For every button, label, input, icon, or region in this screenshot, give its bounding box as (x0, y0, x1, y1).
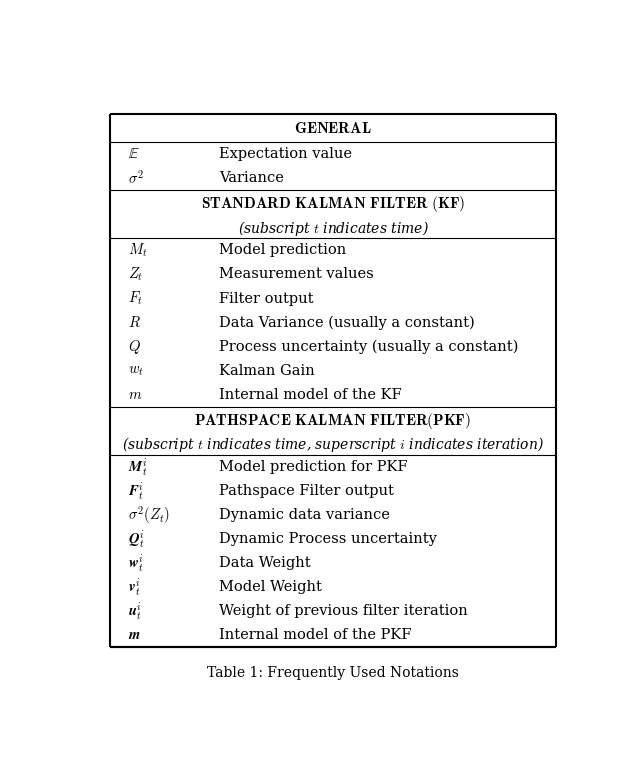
Text: $\boldsymbol{F}_t^i$: $\boldsymbol{F}_t^i$ (127, 480, 143, 502)
Text: Weight of previous filter iteration: Weight of previous filter iteration (219, 605, 468, 619)
Text: $w_t$: $w_t$ (127, 364, 143, 378)
Text: Internal model of the PKF: Internal model of the PKF (219, 629, 412, 643)
Text: $\boldsymbol{Q}_t^i$: $\boldsymbol{Q}_t^i$ (127, 528, 144, 550)
Text: $\sigma^2$: $\sigma^2$ (127, 170, 143, 187)
Text: Process uncertainty (usually a constant): Process uncertainty (usually a constant) (219, 339, 518, 354)
Text: Kalman Gain: Kalman Gain (219, 364, 315, 378)
Text: Pathspace Filter output: Pathspace Filter output (219, 484, 394, 498)
Text: (subscript $t$ indicates time, superscript $i$ indicates iteration): (subscript $t$ indicates time, superscri… (122, 435, 544, 454)
Text: $\boldsymbol{u}_t^i$: $\boldsymbol{u}_t^i$ (127, 601, 142, 622)
Text: Dynamic Process uncertainty: Dynamic Process uncertainty (219, 532, 437, 546)
Text: $Q$: $Q$ (127, 338, 141, 356)
Text: $\sigma^2(Z_t)$: $\sigma^2(Z_t)$ (127, 504, 170, 526)
Text: Data Weight: Data Weight (219, 556, 311, 570)
Text: Model Weight: Model Weight (219, 580, 322, 594)
Text: (subscript $t$ indicates time): (subscript $t$ indicates time) (237, 219, 428, 238)
Text: Expectation value: Expectation value (219, 147, 352, 161)
Text: $M_t$: $M_t$ (127, 242, 147, 259)
Text: Table 1: Frequently Used Notations: Table 1: Frequently Used Notations (207, 666, 459, 680)
Text: $\boldsymbol{m}$: $\boldsymbol{m}$ (127, 629, 140, 643)
Text: $\boldsymbol{v}_t^i$: $\boldsymbol{v}_t^i$ (127, 576, 140, 598)
Text: Filter output: Filter output (219, 292, 314, 306)
Text: Measurement values: Measurement values (219, 268, 374, 282)
Text: $\mathbf{STANDARD\ KALMAN\ FILTER\ \mathbf{(}KF\mathbf{)}}$: $\mathbf{STANDARD\ KALMAN\ FILTER\ \math… (201, 194, 465, 214)
Text: $R$: $R$ (127, 315, 141, 330)
Text: $m$: $m$ (127, 387, 142, 401)
Text: $\mathbf{PATHSPACE\ KALMAN\ FILTER\mathbf{(}PKF\mathbf{)}}$: $\mathbf{PATHSPACE\ KALMAN\ FILTER\mathb… (195, 411, 472, 431)
Text: Model prediction for PKF: Model prediction for PKF (219, 460, 408, 474)
Text: Internal model of the KF: Internal model of the KF (219, 387, 402, 401)
Text: $\boldsymbol{w}_t^i$: $\boldsymbol{w}_t^i$ (127, 552, 143, 574)
Text: $\mathbf{GENERAL}$: $\mathbf{GENERAL}$ (294, 121, 372, 135)
Text: Data Variance (usually a constant): Data Variance (usually a constant) (219, 315, 475, 330)
Text: $Z_t$: $Z_t$ (127, 266, 143, 283)
Text: Variance: Variance (219, 171, 284, 185)
Text: $\mathbb{E}$: $\mathbb{E}$ (127, 147, 140, 161)
Text: $F_t$: $F_t$ (127, 289, 142, 307)
Text: Model prediction: Model prediction (219, 244, 346, 258)
Text: Dynamic data variance: Dynamic data variance (219, 508, 390, 522)
Text: $\boldsymbol{M}_t^i$: $\boldsymbol{M}_t^i$ (127, 456, 147, 478)
